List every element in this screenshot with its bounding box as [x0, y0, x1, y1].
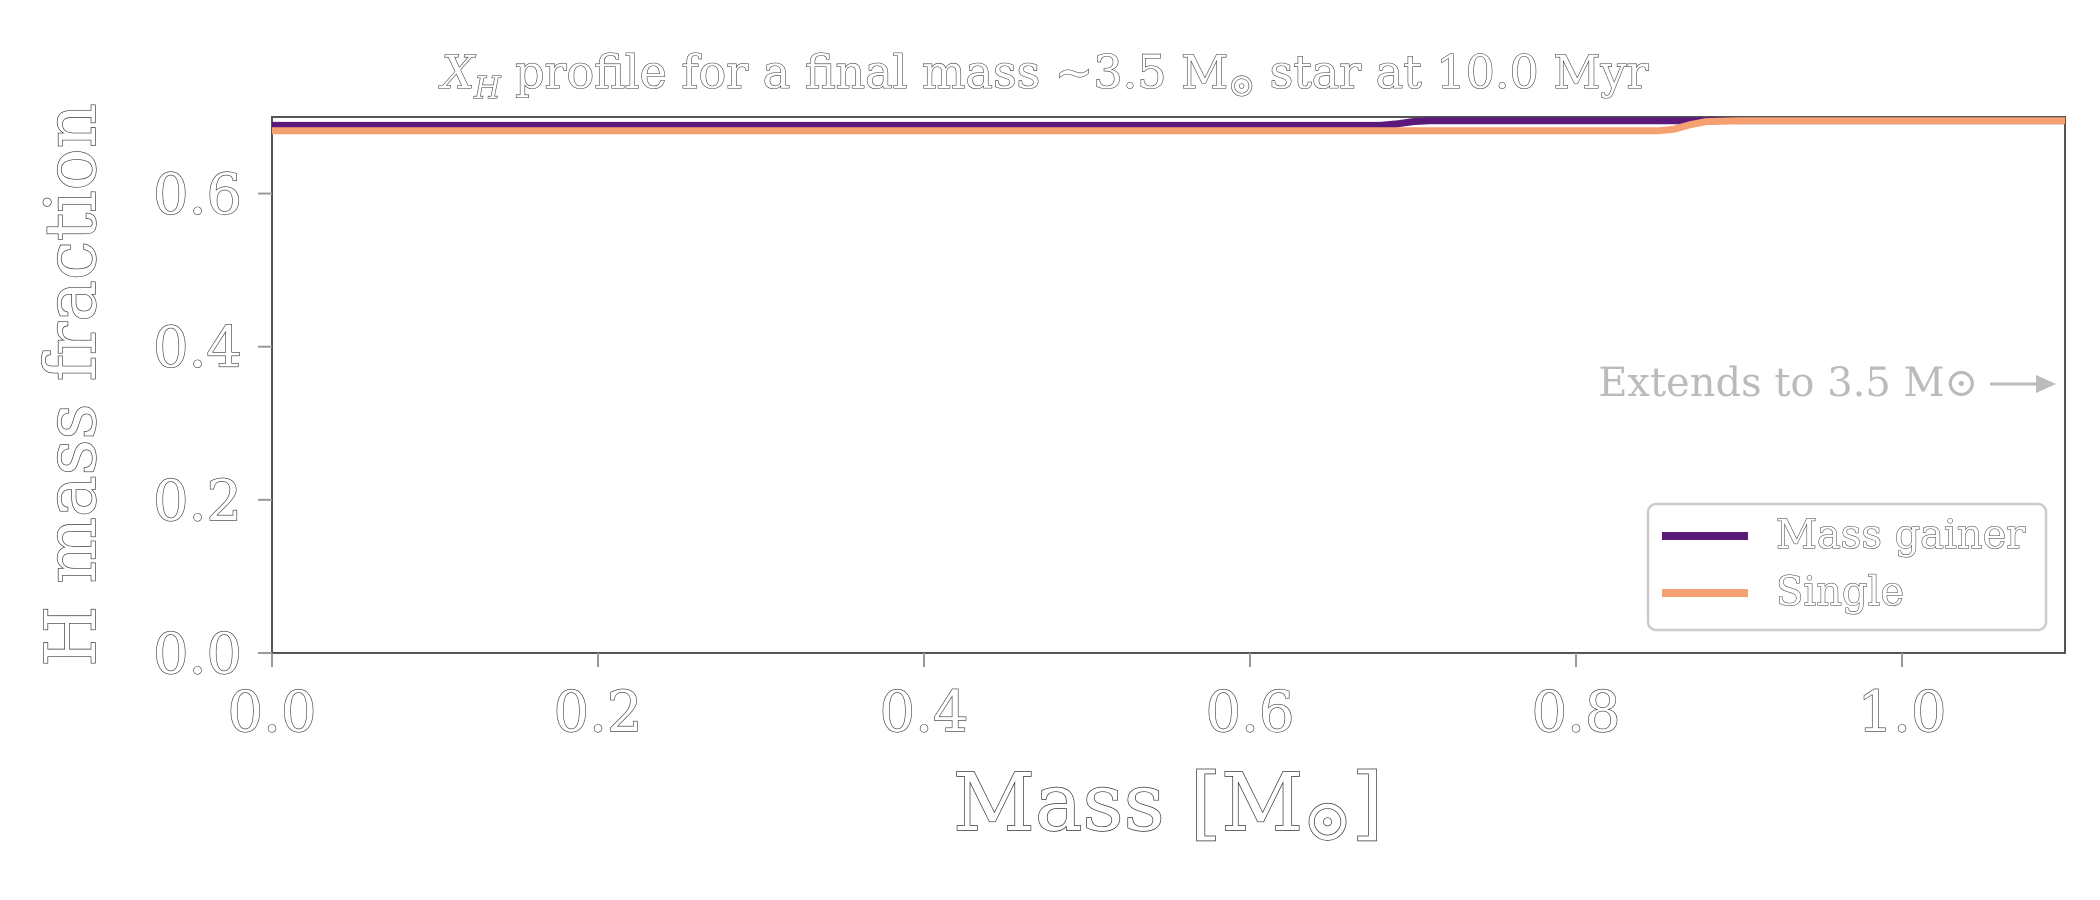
x-tick-label: 0.0: [227, 680, 316, 745]
x-axis-label-main: Mass [M: [953, 756, 1303, 849]
y-axis-label: H mass fraction: [30, 103, 112, 667]
extends-annotation: Extends to 3.5 M⊙: [1598, 360, 1978, 406]
legend: Mass gainer Single: [1646, 502, 2048, 632]
x-axis-label-close: ]: [1352, 756, 1383, 849]
x-tick-label: 0.2: [553, 680, 642, 745]
x-axis: 0.0 0.2 0.4 0.6 0.8 1.0: [227, 653, 1947, 746]
series-line-single: [272, 117, 2065, 135]
x-axis-label-sun: ⊙: [1303, 786, 1352, 854]
chart-title-symbol: X: [439, 45, 477, 99]
right-arrow-icon: [1990, 375, 2056, 393]
y-axis: 0.0 0.2 0.4 0.6: [152, 162, 272, 688]
x-tick-label: 0.8: [1531, 680, 1620, 745]
y-tick-label: 0.4: [153, 316, 242, 381]
chart-title-tail: star at 10.0 Myr: [1255, 45, 1648, 99]
chart-title-sun: ⊙: [1228, 66, 1255, 104]
series-layer: [272, 117, 2065, 135]
y-tick-label: 0.0: [153, 622, 242, 687]
y-tick-label: 0.6: [153, 163, 242, 228]
y-tick-label: 0.2: [153, 469, 242, 534]
chart-title-subscript: H: [473, 71, 501, 106]
x-tick-label: 0.4: [879, 680, 968, 745]
x-tick-label: 1.0: [1857, 680, 1946, 745]
x-tick-label: 0.6: [1205, 680, 1294, 745]
legend-label-mass-gainer: Mass gainer: [1776, 512, 2026, 558]
chart-title: XH profile for a final mass ~3.5 M⊙ star…: [439, 45, 1649, 106]
x-axis-label: Mass [M⊙]: [953, 756, 1383, 854]
chart-title-rest: profile for a final mass ~3.5 M: [500, 45, 1228, 99]
series-line-mass-gainer: [272, 117, 2065, 129]
legend-label-single: Single: [1776, 569, 1904, 615]
